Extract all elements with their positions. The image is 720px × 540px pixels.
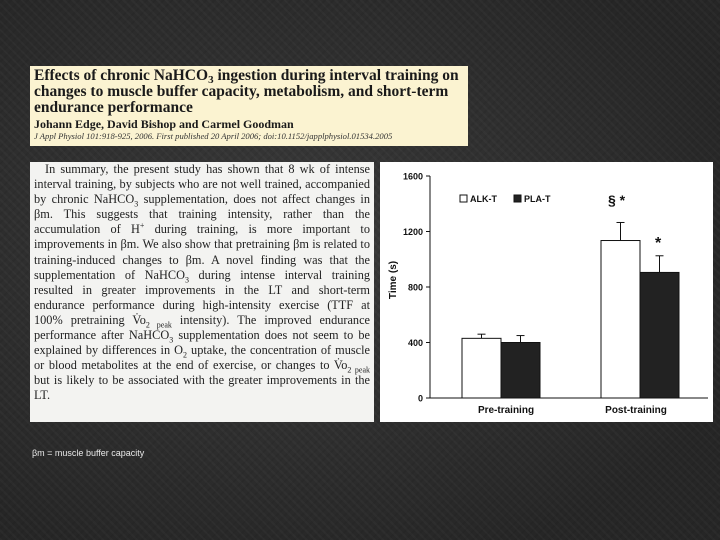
y-axis-label: Time (s) bbox=[388, 261, 399, 299]
paper-title: Effects of chronic NaHCO3 ingestion duri… bbox=[34, 67, 459, 116]
y-tick-label: 1200 bbox=[403, 227, 423, 237]
summary-paragraph: In summary, the present study has shown … bbox=[34, 162, 371, 403]
y-ticks: 0 400 800 1200 1600 bbox=[403, 172, 430, 404]
paper-authors: Johann Edge, David Bishop and Carmel Goo… bbox=[34, 117, 294, 131]
legend-label-pla: PLA-T bbox=[524, 194, 551, 204]
bar-alk-post bbox=[600, 240, 641, 399]
footnote: βm = muscle buffer capacity bbox=[32, 448, 145, 458]
legend-label-alk: ALK-T bbox=[470, 194, 497, 204]
y-tick-label: 0 bbox=[418, 394, 423, 404]
paper-header: Effects of chronic NaHCO3 ingestion duri… bbox=[30, 66, 468, 146]
significance-marker-alk: § * bbox=[608, 192, 626, 208]
x-tick-label-pre: Pre-training bbox=[478, 405, 534, 416]
paper-citation: J Appl Physiol 101:918-925, 2006. First … bbox=[34, 131, 393, 141]
x-tick-label-post: Post-training bbox=[605, 405, 667, 416]
bar-chart: Time (s) 0 400 800 1200 1600 Pre-training Po… bbox=[388, 172, 708, 416]
bar-pla-post bbox=[639, 271, 680, 399]
summary-excerpt: In summary, the present study has shown … bbox=[30, 162, 374, 422]
bar-chart-panel: Time (s) 0 400 800 1200 1600 Pre-training Po… bbox=[380, 162, 713, 422]
significance-marker-pla: * bbox=[655, 235, 662, 252]
bar-alk-pre bbox=[461, 337, 502, 399]
bars bbox=[461, 221, 680, 399]
y-tick-label: 800 bbox=[408, 283, 423, 293]
legend-swatch-alk bbox=[459, 194, 468, 203]
y-tick-label: 400 bbox=[408, 338, 423, 348]
legend: ALK-T PLA-T bbox=[459, 194, 551, 204]
y-tick-label: 1600 bbox=[403, 172, 423, 182]
legend-swatch-pla bbox=[513, 194, 522, 203]
bar-pla-pre bbox=[500, 342, 541, 399]
